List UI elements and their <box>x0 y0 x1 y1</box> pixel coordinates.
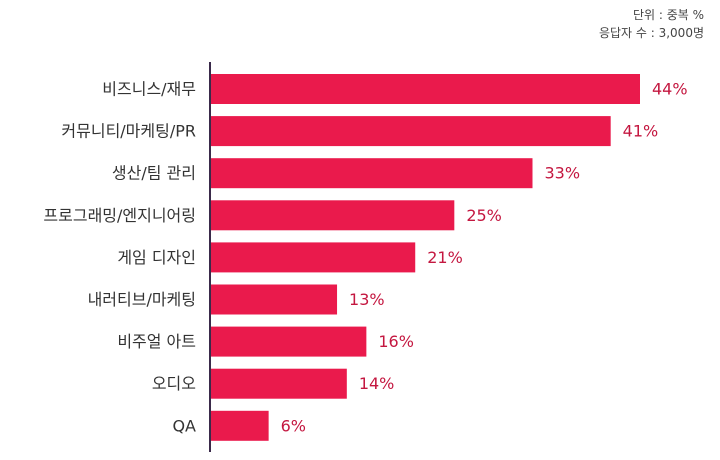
unit-note: 단위 : 중복 % <box>632 8 704 22</box>
bar <box>210 368 347 399</box>
bars-layer: 비즈니스/재무 44% 커뮤니티/마케팅/PR 41% 생산/팀 관리 33% 프로그래밍/… <box>43 74 688 441</box>
value-label: 21% <box>427 248 463 267</box>
bar <box>210 116 611 147</box>
value-label: 25% <box>466 206 502 225</box>
category-label: 생산/팀 관리 <box>112 164 196 183</box>
value-label: 33% <box>545 164 581 183</box>
value-label: 16% <box>378 332 414 351</box>
category-label: 게임 디자인 <box>117 248 196 267</box>
category-label: 비즈니스/재무 <box>102 80 196 99</box>
value-label: 14% <box>359 374 395 393</box>
value-label: 6% <box>281 416 306 435</box>
bar <box>210 326 367 357</box>
respondents-note: 응답자 수 : 3,000명 <box>598 26 704 40</box>
category-label: 프로그래밍/엔지니어링 <box>43 206 196 225</box>
category-label: 커뮤니티/마케팅/PR <box>61 122 196 141</box>
category-label: 비주얼 아트 <box>117 332 196 351</box>
category-label: QA <box>172 416 196 435</box>
category-label: 오디오 <box>152 374 196 393</box>
bar <box>210 74 640 104</box>
value-label: 13% <box>349 290 385 309</box>
bar <box>210 200 455 231</box>
value-label: 44% <box>652 80 688 99</box>
category-label: 내러티브/마케팅 <box>88 290 196 309</box>
bar <box>210 158 533 189</box>
bar <box>210 284 338 315</box>
bar <box>210 242 416 273</box>
value-label: 41% <box>623 122 659 141</box>
bar <box>210 410 269 441</box>
